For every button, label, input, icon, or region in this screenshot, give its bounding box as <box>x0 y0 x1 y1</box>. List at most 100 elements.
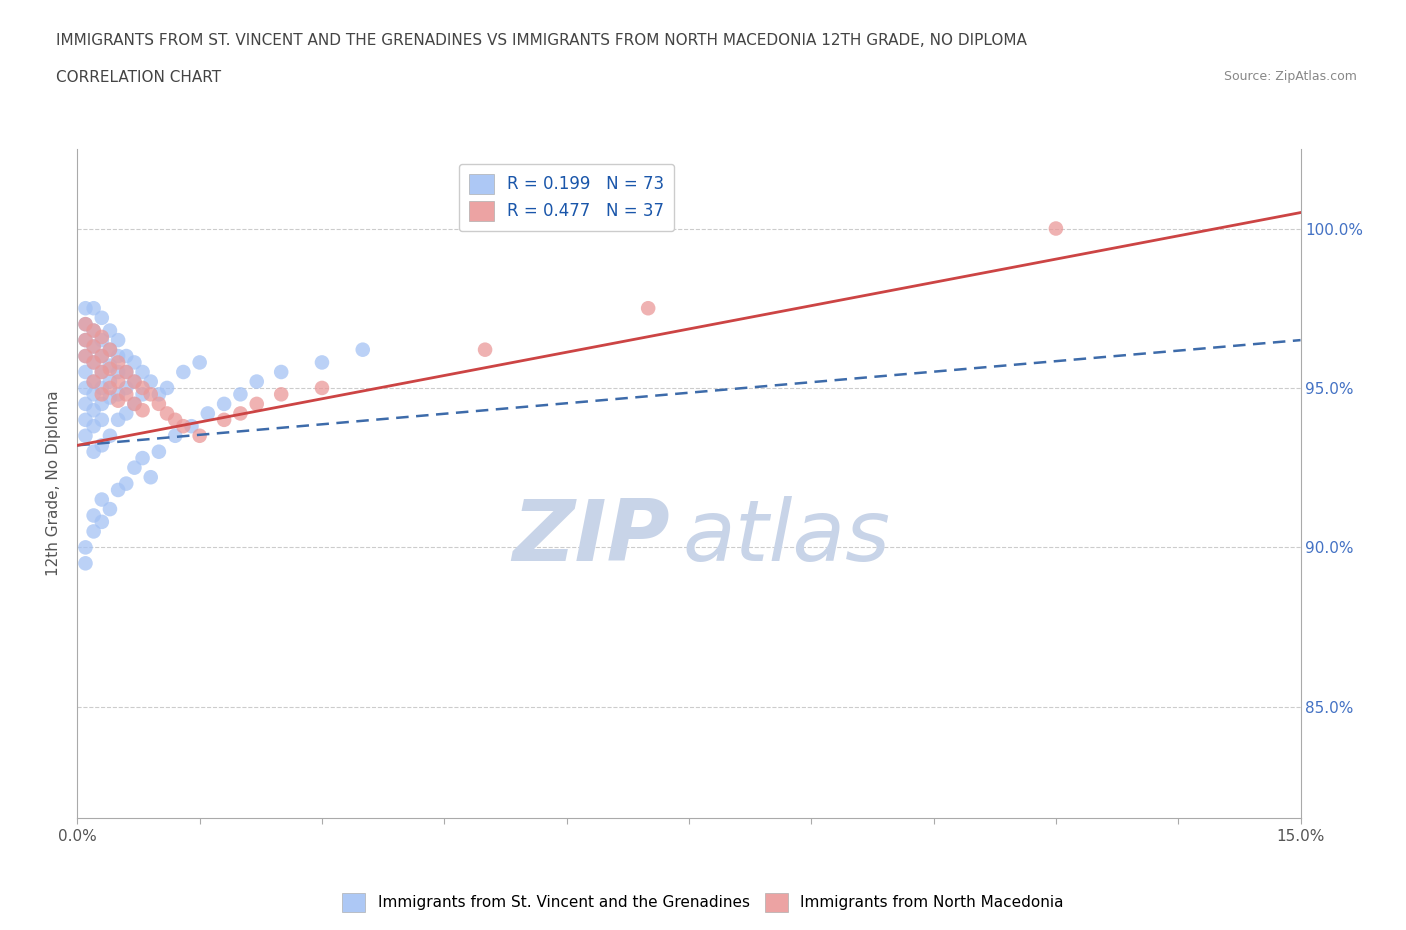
Point <box>246 374 269 389</box>
Text: CORRELATION CHART: CORRELATION CHART <box>56 70 221 85</box>
Point <box>165 412 187 427</box>
Point <box>124 460 146 475</box>
Point <box>83 355 105 370</box>
Point <box>98 362 121 377</box>
Point <box>83 323 105 338</box>
Point <box>75 380 97 395</box>
Point <box>172 418 194 433</box>
Point <box>90 396 112 411</box>
Point <box>107 393 129 408</box>
Legend: Immigrants from St. Vincent and the Grenadines, Immigrants from North Macedonia: Immigrants from St. Vincent and the Gren… <box>336 887 1070 918</box>
Point <box>165 429 187 444</box>
Point <box>352 342 374 357</box>
Point <box>98 323 121 338</box>
Point <box>90 311 112 325</box>
Point <box>246 396 269 411</box>
Point <box>637 300 659 315</box>
Point <box>270 365 292 379</box>
Point <box>98 390 121 405</box>
Point <box>124 396 146 411</box>
Point <box>90 333 112 348</box>
Point <box>115 406 138 421</box>
Point <box>180 418 202 433</box>
Text: IMMIGRANTS FROM ST. VINCENT AND THE GRENADINES VS IMMIGRANTS FROM NORTH MACEDONI: IMMIGRANTS FROM ST. VINCENT AND THE GREN… <box>56 33 1028 47</box>
Point <box>90 365 112 379</box>
Point <box>90 349 112 364</box>
Point <box>98 342 121 357</box>
Point <box>75 429 97 444</box>
Point <box>98 380 121 395</box>
Point <box>270 387 292 402</box>
Point <box>90 349 112 364</box>
Point <box>131 387 153 402</box>
Point <box>229 406 252 421</box>
Point <box>115 365 138 379</box>
Point <box>131 451 153 466</box>
Point <box>75 365 97 379</box>
Point <box>124 396 146 411</box>
Point <box>98 501 121 516</box>
Point <box>83 387 105 402</box>
Point <box>188 429 211 444</box>
Point <box>75 556 97 571</box>
Point <box>115 380 138 395</box>
Point <box>139 374 162 389</box>
Point <box>156 380 179 395</box>
Point <box>115 387 138 402</box>
Point <box>107 387 129 402</box>
Point <box>90 380 112 395</box>
Point <box>107 412 129 427</box>
Point <box>98 374 121 389</box>
Point <box>148 387 170 402</box>
Point <box>83 300 105 315</box>
Point <box>75 300 97 315</box>
Point <box>107 374 129 389</box>
Point <box>75 333 97 348</box>
Text: atlas: atlas <box>683 496 891 578</box>
Point <box>197 406 219 421</box>
Point <box>172 365 194 379</box>
Point <box>75 412 97 427</box>
Point <box>83 339 105 354</box>
Point <box>311 380 333 395</box>
Point <box>156 406 179 421</box>
Point <box>90 365 112 379</box>
Point <box>75 317 97 332</box>
Point <box>83 374 105 389</box>
Point <box>311 355 333 370</box>
Point <box>474 342 496 357</box>
Point <box>148 396 170 411</box>
Point <box>98 342 121 357</box>
Point <box>124 374 146 389</box>
Point <box>75 540 97 555</box>
Point <box>83 508 105 523</box>
Point <box>83 374 105 389</box>
Point <box>124 374 146 389</box>
Point <box>75 349 97 364</box>
Point <box>124 355 146 370</box>
Legend: R = 0.199   N = 73, R = 0.477   N = 37: R = 0.199 N = 73, R = 0.477 N = 37 <box>458 164 675 232</box>
Point <box>131 365 153 379</box>
Point <box>115 365 138 379</box>
Point <box>83 524 105 538</box>
Point <box>90 329 112 344</box>
Point <box>90 412 112 427</box>
Point <box>115 349 138 364</box>
Point <box>107 349 129 364</box>
Point <box>83 323 105 338</box>
Point <box>229 387 252 402</box>
Point <box>90 438 112 453</box>
Point <box>90 387 112 402</box>
Point <box>107 355 129 370</box>
Point <box>139 387 162 402</box>
Point <box>139 470 162 485</box>
Point <box>75 333 97 348</box>
Point <box>212 396 235 411</box>
Point <box>107 365 129 379</box>
Point <box>212 412 235 427</box>
Point <box>83 355 105 370</box>
Y-axis label: 12th Grade, No Diploma: 12th Grade, No Diploma <box>46 391 62 577</box>
Point <box>75 349 97 364</box>
Point <box>188 355 211 370</box>
Point <box>107 333 129 348</box>
